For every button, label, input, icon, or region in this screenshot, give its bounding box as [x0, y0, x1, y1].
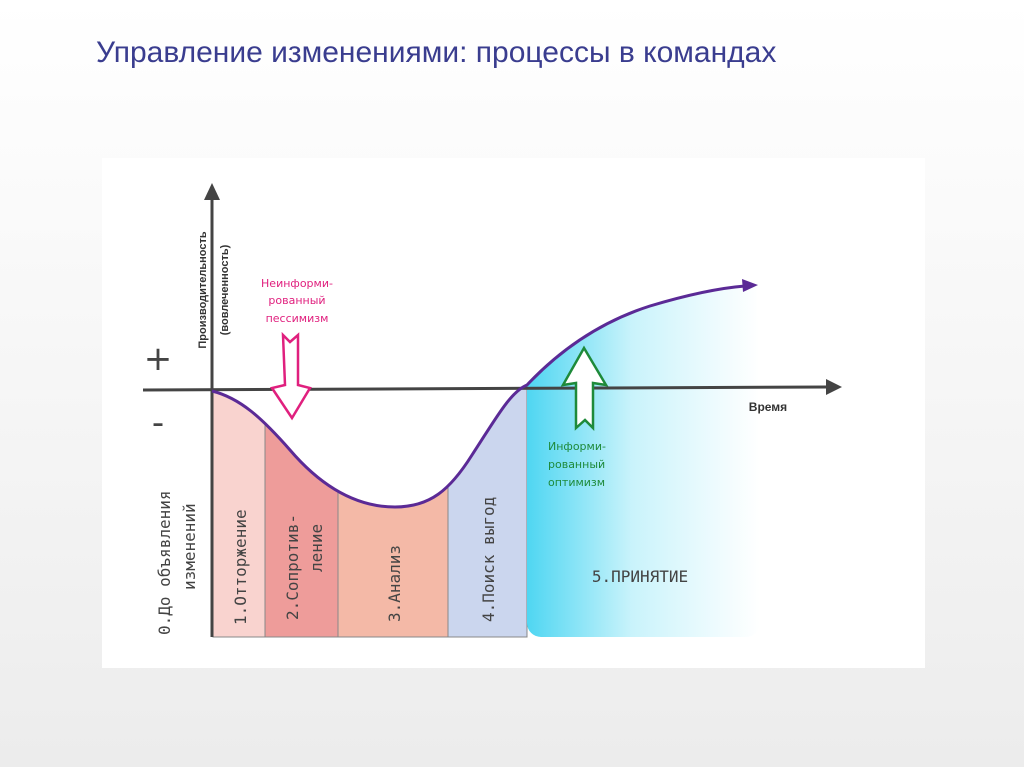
optimism-up-arrow-icon — [560, 345, 609, 432]
plus-sign: + — [144, 339, 173, 379]
change-curve — [211, 284, 746, 509]
pessimism-label-line3: пессимизм — [266, 312, 329, 325]
x-axis-arrow-icon — [826, 379, 842, 395]
x-axis-label: Время — [749, 400, 787, 414]
stage-2-label-line2: ление — [307, 524, 326, 572]
optimism-label-line1: Информи- — [548, 440, 606, 453]
optimism-label-line2: рованный — [548, 458, 605, 471]
pessimism-down-arrow-icon — [269, 331, 312, 421]
x-axis — [142, 385, 829, 392]
optimism-label-line3: оптимизм — [548, 476, 605, 489]
stage-1-column — [212, 384, 266, 638]
stage-5-label: 5.ПРИНЯТИЕ — [592, 567, 688, 586]
y-axis-label-line2: (вовлеченность) — [219, 244, 231, 335]
stage-0-label-line1: 0.До объявления — [155, 491, 174, 636]
stage-2-label-line1: 2.Сопротив- — [283, 514, 302, 620]
stage-4-label: 4.Поиск выгод — [479, 497, 498, 622]
pessimism-label-line1: Неинформи- — [261, 277, 333, 290]
stage-3-label: 3.Анализ — [385, 545, 404, 622]
pessimism-label-line2: рованный — [268, 294, 325, 307]
stage-1-label: 1.Отторжение — [231, 509, 250, 625]
minus-sign: - — [152, 403, 164, 443]
y-axis-arrow-icon — [204, 183, 220, 200]
stage-0-label-line2: изменений — [180, 503, 199, 590]
curve-arrow-icon — [742, 279, 758, 292]
y-axis-label-line1: Производительность — [197, 231, 209, 348]
slide-title: Управление изменениями: процессы в коман… — [96, 36, 777, 69]
